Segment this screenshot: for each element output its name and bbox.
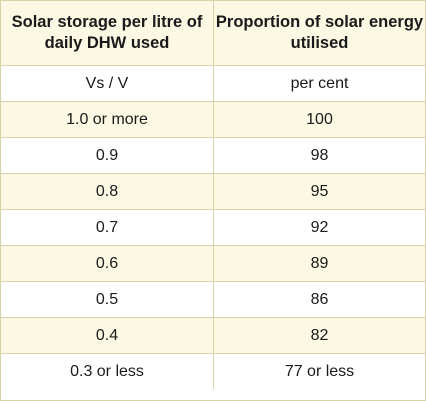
table-cell: 0.4: [1, 318, 214, 353]
table-cell: 0.9: [1, 138, 214, 173]
table-cell: 0.7: [1, 210, 214, 245]
table-header-row: Solar storage per litre of daily DHW use…: [1, 1, 425, 66]
table-cell: 1.0 or more: [1, 102, 214, 137]
table-cell: 82: [310, 326, 329, 344]
table-cell: 0.8: [1, 174, 214, 209]
table-row: 0.8 95: [1, 174, 425, 210]
table-cell: 77 or less: [284, 362, 355, 380]
table-cell: 95: [310, 182, 329, 200]
table-row: 0.4 82: [1, 318, 425, 354]
table-cell: Vs / V: [1, 66, 214, 101]
table-row: Vs / V per cent: [1, 66, 425, 102]
table-cell: 0.5: [1, 282, 214, 317]
table-row: 0.7 92: [1, 210, 425, 246]
table-cell: 86: [310, 290, 329, 308]
header-solar-storage: Solar storage per litre of daily DHW use…: [1, 1, 214, 65]
table-cell: 100: [306, 110, 333, 128]
table-row: 0.6 89: [1, 246, 425, 282]
table-cell: 92: [310, 218, 329, 236]
table-cell: 0.3 or less: [1, 354, 214, 389]
table-row: 0.5 86: [1, 282, 425, 318]
table-row: 0.3 or less 77 or less: [1, 354, 425, 389]
header-proportion-utilised: Proportion of solar energy utilised: [215, 13, 424, 52]
table-row: 1.0 or more 100: [1, 102, 425, 138]
table-cell: 0.6: [1, 246, 214, 281]
table-cell: 98: [310, 146, 329, 164]
table-cell: per cent: [290, 74, 349, 92]
table-row: 0.9 98: [1, 138, 425, 174]
table-cell: 89: [310, 254, 329, 272]
